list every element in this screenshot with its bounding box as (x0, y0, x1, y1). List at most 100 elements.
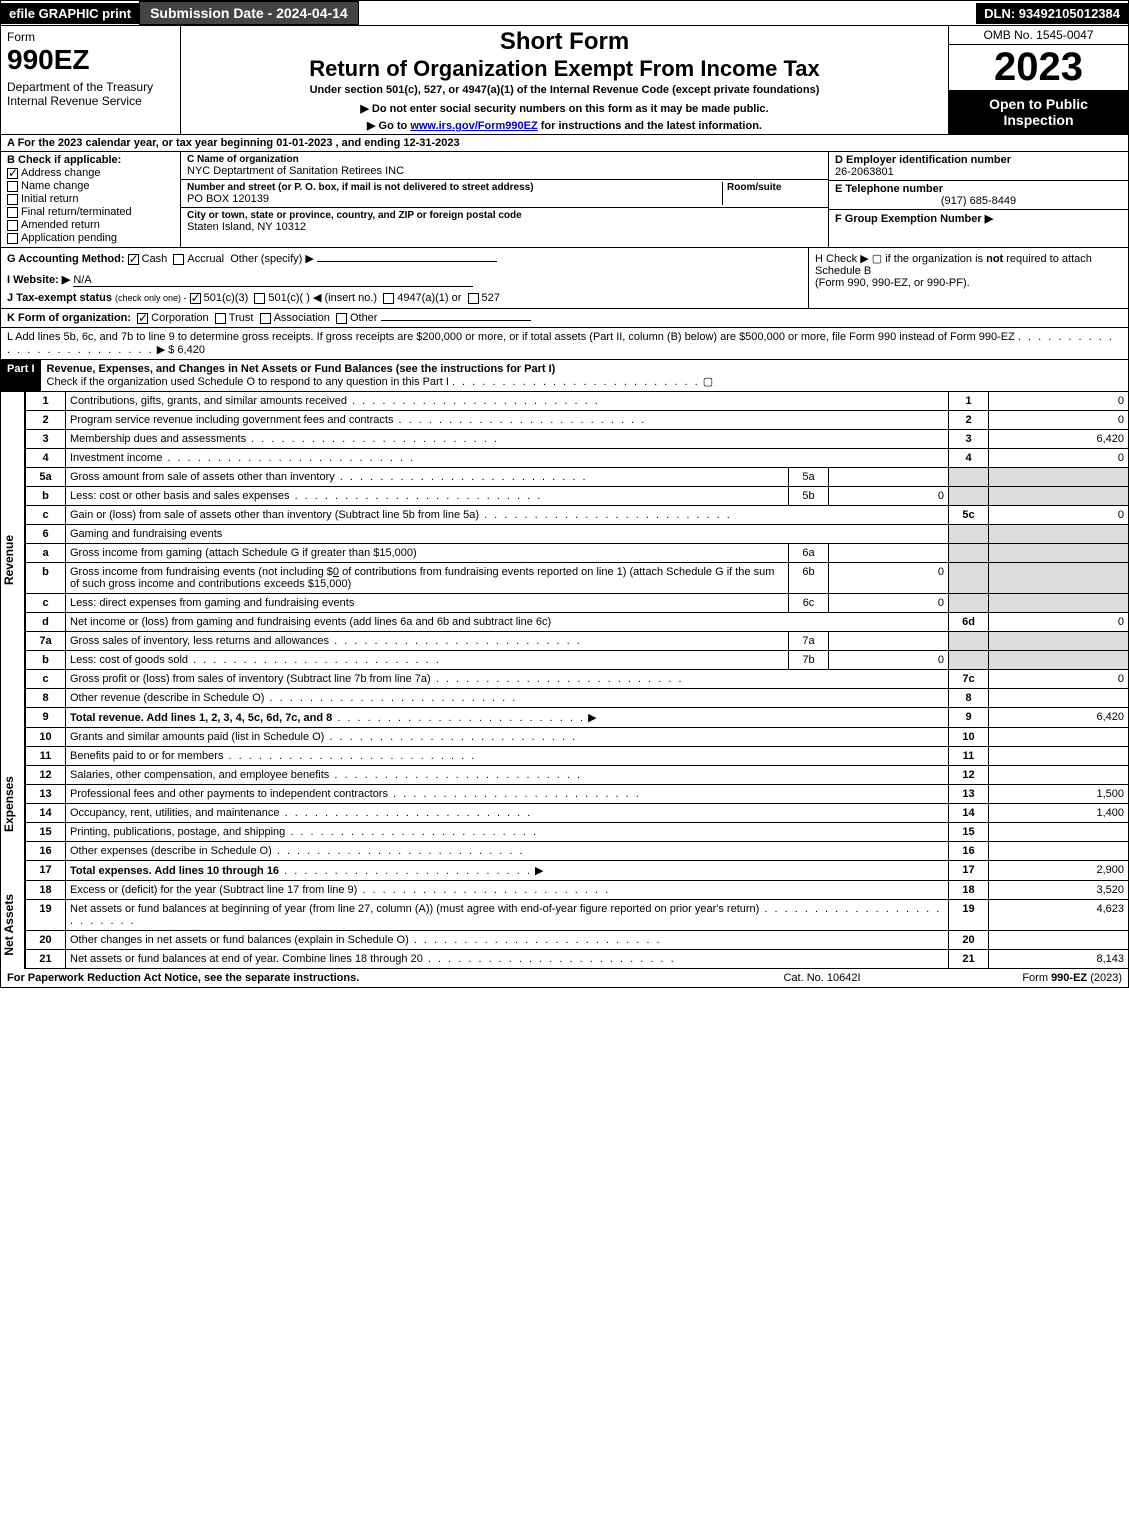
checkbox-icon[interactable] (215, 313, 226, 324)
g-other: Other (specify) ▶ (230, 253, 314, 265)
dots (246, 433, 499, 445)
rval: 0 (989, 392, 1129, 411)
subnum: 5a (789, 468, 829, 487)
lnum: 12 (26, 766, 66, 785)
b3-label: Initial return (21, 193, 78, 205)
l-value: 6,420 (177, 344, 205, 356)
rnum: 13 (949, 785, 989, 804)
chk-name-change[interactable]: Name change (7, 180, 174, 192)
rnum: 10 (949, 728, 989, 747)
section-bf: B Check if applicable: Address change Na… (0, 152, 1129, 248)
checkbox-icon[interactable] (173, 254, 184, 265)
rnum: 2 (949, 411, 989, 430)
shade (949, 525, 989, 544)
line-6b: bGross income from fundraising events (n… (26, 563, 1129, 594)
chk-application-pending[interactable]: Application pending (7, 232, 174, 244)
checkbox-icon[interactable] (190, 293, 201, 304)
rnum: 18 (949, 881, 989, 900)
lnum: 8 (26, 689, 66, 708)
org-city: Staten Island, NY 10312 (187, 221, 822, 233)
checkbox-icon[interactable] (383, 293, 394, 304)
line-5b: bLess: cost or other basis and sales exp… (26, 487, 1129, 506)
checkbox-icon (7, 207, 18, 218)
desc-text: Occupancy, rent, utilities, and maintena… (70, 807, 280, 819)
desc-text: Printing, publications, postage, and shi… (70, 826, 285, 838)
subval (829, 468, 949, 487)
chk-initial-return[interactable]: Initial return (7, 193, 174, 205)
org-name: NYC Deptartment of Sanitation Retirees I… (187, 165, 822, 177)
dots (431, 673, 684, 685)
arrow-icon: ▶ (535, 865, 543, 877)
line-6c: cLess: direct expenses from gaming and f… (26, 594, 1129, 613)
shade (989, 563, 1129, 594)
rnum: 6d (949, 613, 989, 632)
rval: 6,420 (989, 430, 1129, 449)
rnum: 14 (949, 804, 989, 823)
line-5c: cGain or (loss) from sale of assets othe… (26, 506, 1129, 525)
footer-right-post: (2023) (1087, 972, 1122, 984)
chk-final-return[interactable]: Final return/terminated (7, 206, 174, 218)
dots (393, 414, 646, 426)
col-cf: C Name of organization NYC Deptartment o… (181, 152, 1128, 247)
rval (989, 689, 1129, 708)
desc-text: Gross sales of inventory, less returns a… (70, 635, 329, 647)
checkbox-icon[interactable] (128, 254, 139, 265)
part-i-header: Part I Revenue, Expenses, and Changes in… (0, 360, 1129, 392)
form-number: 990EZ (7, 44, 174, 76)
open-inspection: Open to Public Inspection (949, 90, 1128, 134)
checkbox-icon[interactable] (468, 293, 479, 304)
shade (989, 594, 1129, 613)
form-header: Form 990EZ Department of the Treasury In… (0, 26, 1129, 135)
k-other-input[interactable] (381, 320, 531, 321)
lnum: a (26, 544, 66, 563)
col-c: C Name of organization NYC Deptartment o… (181, 152, 828, 247)
part-i-check-box[interactable]: ▢ (703, 376, 713, 388)
subnum: 6a (789, 544, 829, 563)
g-other-input[interactable] (317, 261, 497, 262)
f-label: F Group Exemption Number ▶ (835, 213, 993, 225)
chk-amended-return[interactable]: Amended return (7, 219, 174, 231)
checkbox-icon[interactable] (254, 293, 265, 304)
c-name-label: C Name of organization (187, 154, 822, 165)
shade (949, 594, 989, 613)
desc: Gross sales of inventory, less returns a… (66, 632, 789, 651)
goto-post: for instructions and the latest informat… (538, 120, 762, 132)
j-label: J Tax-exempt status (7, 292, 112, 304)
rnum: 4 (949, 449, 989, 468)
desc-text: Investment income (70, 452, 162, 464)
dots (347, 395, 600, 407)
subval (829, 544, 949, 563)
goto-link[interactable]: www.irs.gov/Form990EZ (410, 120, 537, 132)
rval: 1,400 (989, 804, 1129, 823)
line-9: 9Total revenue. Add lines 1, 2, 3, 4, 5c… (26, 708, 1129, 728)
dots (329, 769, 582, 781)
expenses-table: 10Grants and similar amounts paid (list … (25, 728, 1129, 881)
part-i-title-text: Revenue, Expenses, and Changes in Net As… (47, 363, 556, 375)
subval (829, 632, 949, 651)
net-assets-section: Net Assets 18Excess or (deficit) for the… (0, 881, 1129, 969)
department: Department of the Treasury Internal Reve… (7, 80, 174, 108)
checkbox-icon[interactable] (137, 313, 148, 324)
line-8: 8Other revenue (describe in Schedule O)8 (26, 689, 1129, 708)
checkbox-icon[interactable] (336, 313, 347, 324)
dots (452, 376, 700, 388)
b2-label: Name change (21, 180, 90, 192)
checkbox-icon[interactable] (260, 313, 271, 324)
b1-label: Address change (21, 167, 101, 179)
dln-label: DLN: 93492105012384 (976, 3, 1128, 24)
tax-year: 2023 (949, 45, 1128, 90)
e-phone-cell: E Telephone number (917) 685-8449 (829, 181, 1128, 210)
line-15: 15Printing, publications, postage, and s… (26, 823, 1129, 842)
efile-label[interactable]: efile GRAPHIC print (1, 3, 139, 24)
net-assets-vlabel: Net Assets (2, 894, 24, 956)
line-13: 13Professional fees and other payments t… (26, 785, 1129, 804)
desc: Membership dues and assessments (66, 430, 949, 449)
desc-text: Other revenue (describe in Schedule O) (70, 692, 264, 704)
checkbox-icon (7, 181, 18, 192)
line-14: 14 Occupancy, rent, utilities, and mainte… (26, 804, 1129, 823)
footer-right: Form 990-EZ (2023) (922, 972, 1122, 984)
desc-text: Program service revenue including govern… (70, 414, 393, 426)
chk-address-change[interactable]: Address change (7, 167, 174, 179)
dots (290, 490, 543, 502)
k-label: K Form of organization: (7, 312, 131, 324)
